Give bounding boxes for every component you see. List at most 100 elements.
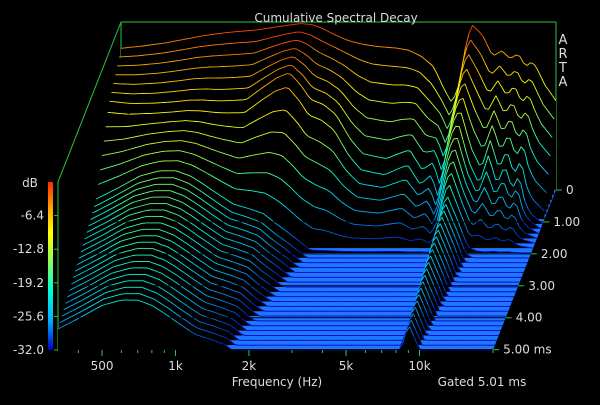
slice-segment [522, 246, 526, 247]
slice-segment [129, 268, 133, 269]
chart-title: Cumulative Spectral Decay [254, 11, 417, 25]
slice-segment [182, 80, 186, 81]
slice-segment [125, 281, 129, 282]
slice-segment [381, 187, 385, 188]
slice-segment [179, 60, 183, 61]
z-tick-label: 3.00 [528, 279, 555, 293]
slice-segment [162, 72, 166, 73]
slice-segment [394, 223, 398, 224]
slice-segment [259, 29, 263, 30]
slice-segment [163, 53, 167, 54]
decay-slices [58, 24, 556, 350]
slice-segment [368, 45, 372, 46]
slice-segment [144, 216, 148, 217]
x-tick-label: 1k [168, 359, 183, 373]
slice-segment [141, 229, 145, 230]
slice-segment [166, 52, 170, 53]
slice-segment [161, 43, 165, 44]
z-tick-label: 5.00 ms [503, 343, 551, 357]
slice-segment [151, 133, 155, 134]
slice-segment [386, 224, 390, 225]
slice-segment [390, 224, 394, 225]
slice-segment [160, 142, 164, 143]
slice-segment [201, 36, 205, 37]
slice-segment [374, 186, 378, 187]
slice-segment [154, 44, 158, 45]
slice-segment [168, 62, 172, 63]
slice-segment [191, 68, 195, 69]
slice-segment [186, 79, 190, 80]
watermark-letter: R [558, 47, 567, 62]
slice-segment [368, 199, 372, 200]
slice-segment [222, 126, 226, 127]
slice-segment [262, 29, 266, 30]
slice-segment [269, 153, 273, 154]
slice-segment [526, 247, 530, 248]
slice-segment [276, 111, 280, 112]
slice-segment [218, 125, 222, 126]
slice-segment [128, 126, 132, 127]
slice-segment [240, 189, 244, 190]
slice-segment [179, 80, 183, 81]
slice-segment [191, 132, 195, 133]
slice-segment [156, 178, 160, 179]
slice-segment [377, 65, 381, 66]
colorbar [48, 182, 53, 350]
slice-segment [291, 57, 295, 58]
watermark-letter: A [559, 33, 568, 48]
slice-segment [376, 101, 380, 102]
slice-segment [280, 110, 284, 111]
slice-segment [400, 49, 404, 50]
slice-segment [270, 27, 274, 28]
slice-segment [161, 63, 165, 64]
slice-segment [373, 101, 377, 102]
slice-segment [378, 83, 382, 84]
slice-segment [211, 124, 215, 125]
y-axis-label: dB [22, 176, 38, 190]
slice-segment [389, 84, 393, 85]
slice-segment [400, 119, 404, 120]
slice-segment [369, 100, 373, 101]
slice-segment [361, 198, 365, 199]
slice-segment [421, 168, 425, 169]
slice-segment [277, 26, 281, 27]
slice-segment [289, 65, 293, 66]
x-tick-label: 2k [242, 359, 257, 373]
slice-segment [184, 131, 188, 132]
z-tick-label: 4.00 [516, 311, 543, 325]
slice-segment [122, 294, 126, 295]
x-axis-label: Frequency (Hz) [232, 375, 323, 389]
slice-segment [509, 252, 513, 253]
slice-segment [146, 210, 150, 211]
slice-segment [131, 262, 135, 263]
slice-segment [475, 235, 479, 236]
slice-segment [414, 240, 418, 241]
slice-segment [310, 250, 314, 251]
slice-segment [190, 79, 194, 80]
slice-segment [378, 187, 382, 188]
slice-segment [249, 64, 253, 65]
slice-segment [122, 139, 126, 140]
slice-segment [382, 84, 386, 85]
slice-segment [364, 44, 368, 45]
slice-segment [155, 133, 159, 134]
slice-segment [286, 33, 290, 34]
slice-segment [261, 153, 265, 154]
slice-segment [179, 40, 183, 41]
slice-segment [380, 102, 384, 103]
slice-segment [170, 51, 174, 52]
slice-segment [181, 49, 185, 50]
slice-segment [251, 53, 255, 54]
slice-segment [472, 236, 476, 237]
slice-segment [254, 191, 258, 192]
y-tick-label: -32.0 [13, 343, 44, 357]
slice-segment [208, 35, 212, 36]
slice-segment [184, 49, 188, 50]
slice-segment [175, 60, 179, 61]
slice-segment [184, 69, 188, 70]
slice-segment [174, 51, 178, 52]
slice-segment [273, 27, 277, 28]
slice-segment [150, 197, 154, 198]
